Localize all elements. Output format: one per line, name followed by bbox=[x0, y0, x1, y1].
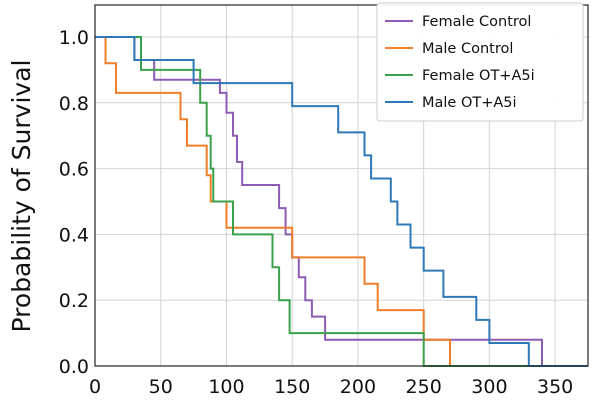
series-line-female-ot-a5i bbox=[95, 36, 588, 367]
plot-frame bbox=[94, 4, 589, 367]
x-tick-label: 350 bbox=[537, 376, 573, 398]
legend-label-female-control: Female Control bbox=[422, 14, 531, 30]
legend-label-female-ot-a5i: Female OT+A5i bbox=[422, 68, 535, 84]
y-tick-label: 1.0 bbox=[59, 27, 89, 49]
x-tick-label: 250 bbox=[406, 376, 442, 398]
x-tick-label: 300 bbox=[471, 376, 507, 398]
legend-label-male-ot-a5i: Male OT+A5i bbox=[422, 95, 517, 111]
y-tick-label: 0.2 bbox=[59, 290, 89, 312]
x-tick-label: 200 bbox=[340, 376, 376, 398]
series-lines bbox=[95, 36, 588, 367]
x-tick-label: 0 bbox=[89, 376, 101, 398]
y-axis-label: Probability of Survival bbox=[7, 60, 36, 333]
legend: Female Control Male Control Female OT+A5i M… bbox=[376, 2, 584, 122]
series-line-male-ot-a5i bbox=[95, 36, 588, 367]
tick-labels: 0 50 100 150 200 250 300 350 0.0 0.2 0.4 0.6 0.8 1.0 bbox=[59, 27, 573, 398]
legend-box bbox=[376, 2, 584, 122]
legend-label-male-control: Male Control bbox=[422, 41, 513, 57]
y-tick-label: 0.6 bbox=[59, 159, 89, 181]
y-tick-label: 0.4 bbox=[59, 224, 89, 246]
series-line-female-control bbox=[95, 36, 588, 367]
y-tick-label: 0.0 bbox=[59, 356, 89, 378]
x-tick-label: 100 bbox=[208, 376, 244, 398]
y-tick-label: 0.8 bbox=[59, 93, 89, 115]
x-tick-label: 50 bbox=[149, 376, 173, 398]
x-tick-label: 150 bbox=[274, 376, 310, 398]
